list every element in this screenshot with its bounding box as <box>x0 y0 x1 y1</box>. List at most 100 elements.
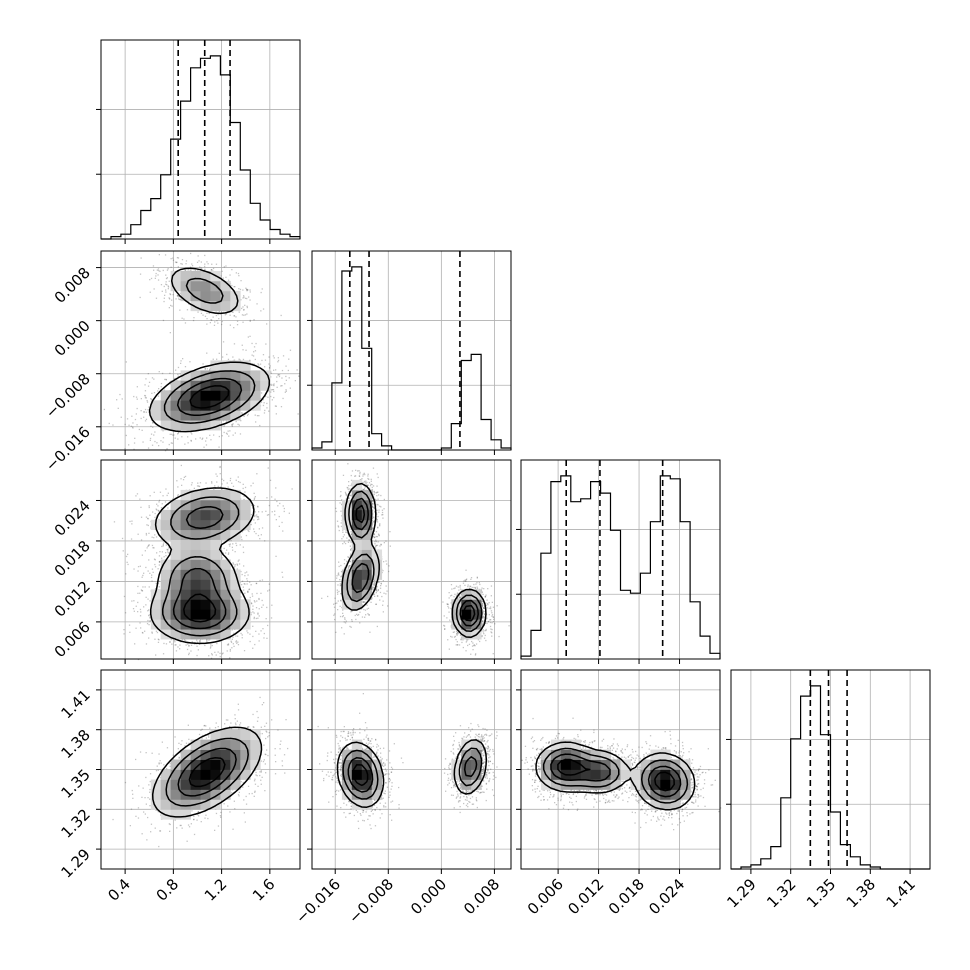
scatter-point <box>169 433 171 435</box>
scatter-point <box>228 435 230 437</box>
scatter-point <box>184 475 187 478</box>
scatter-point <box>245 287 247 289</box>
scatter-point <box>241 580 244 582</box>
scatter-point <box>244 491 246 493</box>
scatter-point <box>177 266 179 268</box>
scatter-point <box>124 448 126 450</box>
scatter-point <box>210 646 212 648</box>
scatter-point <box>266 407 268 409</box>
density-cell <box>230 380 241 391</box>
scatter-point <box>136 398 138 400</box>
scatter-point <box>189 270 191 272</box>
scatter-point <box>188 652 190 654</box>
scatter-point <box>276 376 278 378</box>
scatter-point <box>232 423 234 425</box>
scatter-point <box>254 522 256 524</box>
scatter-point <box>249 633 251 635</box>
scatter-point <box>145 397 147 399</box>
scatter-point <box>166 284 168 286</box>
scatter-point <box>252 355 255 357</box>
scatter-point <box>140 516 143 518</box>
scatter-point <box>164 501 167 503</box>
scatter-point <box>139 273 142 275</box>
scatter-point <box>175 298 177 300</box>
hist-panel-0 <box>96 39 301 244</box>
scatter-point <box>237 560 239 562</box>
scatter-point <box>277 357 279 359</box>
density-cell <box>180 380 191 391</box>
density-cell <box>230 300 241 312</box>
scatter-point <box>270 391 272 393</box>
scatter-point <box>166 269 169 271</box>
scatter-point <box>223 431 225 434</box>
scatter-point <box>239 288 242 291</box>
scatter-point <box>243 314 245 316</box>
scatter-point <box>245 534 248 537</box>
scatter-point <box>296 369 298 371</box>
scatter-point <box>265 510 267 512</box>
scatter-point <box>153 392 156 394</box>
scatter-point <box>228 543 230 546</box>
scatter-point <box>191 433 193 435</box>
scatter-point <box>233 327 235 329</box>
scatter-point <box>253 498 255 500</box>
scatter-point <box>242 306 244 308</box>
scatter-point <box>177 486 179 488</box>
scatter-point <box>121 398 123 400</box>
scatter-point <box>152 511 154 513</box>
scatter-point <box>131 520 133 522</box>
scatter-point <box>277 361 279 363</box>
density-cell <box>230 400 241 411</box>
scatter-point <box>157 268 160 270</box>
scatter-point <box>243 308 245 311</box>
scatter-point <box>254 358 256 361</box>
scatter-point <box>246 630 248 632</box>
scatter-point <box>258 528 260 530</box>
panel-frame <box>100 250 301 451</box>
scatter-point <box>177 433 179 435</box>
scatter-point <box>229 657 231 659</box>
scatter-point <box>244 486 247 489</box>
density-cell <box>160 390 172 401</box>
scatter-point <box>137 566 140 568</box>
scatter-point <box>199 437 201 439</box>
density-cell <box>180 390 191 401</box>
scatter-point <box>244 592 246 594</box>
scatter-point <box>237 644 240 646</box>
scatter-point <box>188 653 190 656</box>
scatter-point <box>163 285 165 288</box>
density-cell <box>200 410 211 421</box>
density-cell <box>200 390 211 401</box>
scatter-point <box>210 439 212 441</box>
scatter-point <box>137 592 139 594</box>
scatter-point <box>140 506 142 508</box>
scatter-point <box>237 423 239 425</box>
scatter-point <box>135 396 138 398</box>
scatter-point <box>198 260 200 262</box>
scatter-point <box>271 511 273 513</box>
scatter-point <box>253 612 255 614</box>
scatter-point <box>215 654 217 656</box>
scatter-point <box>268 356 270 358</box>
scatter-point <box>219 465 221 468</box>
scatter-point <box>159 491 162 493</box>
scatter-point <box>253 497 256 499</box>
density-cell <box>190 400 201 411</box>
scatter-point <box>168 307 170 309</box>
scatter-point <box>282 530 284 532</box>
pair-panel-2-0 <box>96 459 301 664</box>
scatter-point <box>208 655 210 657</box>
density-cell <box>170 390 181 401</box>
density-cell <box>180 400 191 411</box>
scatter-point <box>177 432 179 434</box>
scatter-point <box>148 637 150 639</box>
scatter-point <box>148 506 150 509</box>
scatter-point <box>240 420 242 422</box>
scatter-point <box>230 640 232 642</box>
scatter-point <box>285 375 287 378</box>
scatter-point <box>190 440 192 442</box>
scatter-point <box>148 544 150 546</box>
scatter-point <box>151 377 154 379</box>
scatter-point <box>187 436 189 438</box>
